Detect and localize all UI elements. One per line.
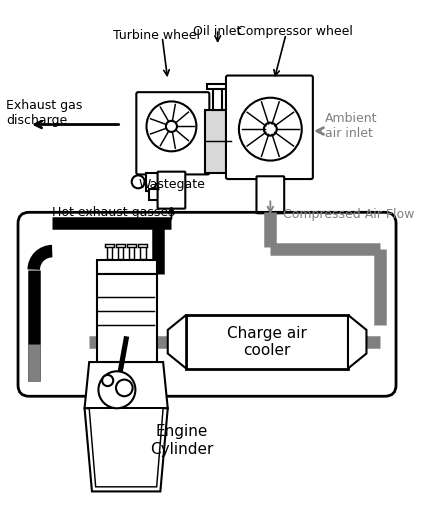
- Bar: [118, 245, 123, 259]
- Polygon shape: [89, 408, 163, 487]
- Bar: [204, 110, 230, 173]
- Text: Compressed Air Flow: Compressed Air Flow: [283, 208, 414, 220]
- Text: Wastegate: Wastegate: [138, 178, 204, 191]
- Bar: [96, 260, 156, 274]
- Bar: [106, 245, 112, 259]
- Text: Compressor wheel: Compressor wheel: [237, 25, 352, 38]
- Text: Turbine wheel: Turbine wheel: [113, 29, 200, 42]
- Circle shape: [165, 121, 177, 132]
- Text: Charge air
cooler: Charge air cooler: [227, 325, 306, 358]
- Bar: [145, 173, 168, 191]
- Circle shape: [132, 175, 145, 188]
- Text: Engine
Cylinder: Engine Cylinder: [150, 425, 213, 457]
- FancyBboxPatch shape: [136, 92, 209, 174]
- Circle shape: [116, 379, 132, 396]
- Text: Hot exhaust gasses: Hot exhaust gasses: [52, 206, 174, 219]
- FancyBboxPatch shape: [225, 76, 312, 179]
- Bar: [138, 244, 147, 248]
- FancyBboxPatch shape: [256, 176, 283, 213]
- Polygon shape: [84, 408, 168, 491]
- Bar: [96, 274, 156, 362]
- Circle shape: [98, 372, 135, 408]
- Text: Oil inlet: Oil inlet: [193, 25, 241, 38]
- Bar: [128, 245, 134, 259]
- Circle shape: [146, 101, 196, 152]
- Bar: [105, 244, 114, 248]
- Text: Exhaust gas
discharge: Exhaust gas discharge: [6, 99, 82, 127]
- Bar: [116, 244, 125, 248]
- Circle shape: [238, 98, 301, 161]
- Circle shape: [102, 375, 113, 386]
- Bar: [127, 244, 136, 248]
- Circle shape: [263, 122, 276, 136]
- Polygon shape: [347, 315, 365, 368]
- Bar: [149, 189, 164, 200]
- Bar: [207, 84, 227, 90]
- Text: Ambient
air inlet: Ambient air inlet: [324, 112, 377, 140]
- FancyBboxPatch shape: [157, 172, 185, 209]
- Polygon shape: [168, 315, 186, 368]
- Bar: [140, 245, 145, 259]
- Bar: [213, 86, 222, 110]
- Bar: [186, 315, 347, 368]
- Polygon shape: [84, 362, 168, 408]
